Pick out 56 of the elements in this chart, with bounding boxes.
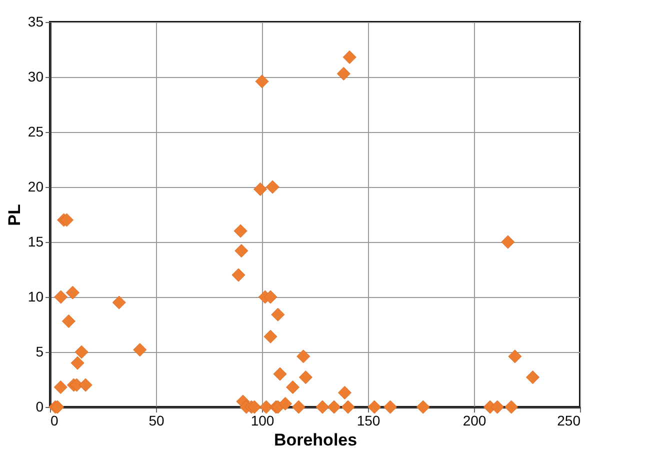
point bbox=[54, 290, 68, 304]
point bbox=[78, 378, 92, 392]
point bbox=[341, 400, 355, 414]
point bbox=[264, 290, 278, 304]
point bbox=[342, 50, 356, 64]
point bbox=[490, 400, 504, 414]
point bbox=[508, 350, 522, 364]
point bbox=[66, 286, 80, 300]
point bbox=[232, 268, 246, 282]
point bbox=[54, 380, 68, 394]
point bbox=[234, 244, 248, 258]
y-tick-label: 30 bbox=[28, 68, 44, 84]
point bbox=[248, 400, 262, 414]
point bbox=[133, 343, 147, 357]
point bbox=[327, 400, 341, 414]
point bbox=[271, 308, 285, 322]
y-tick-label: 5 bbox=[36, 344, 44, 360]
point bbox=[296, 350, 310, 364]
x-tick-label: 150 bbox=[356, 412, 380, 428]
point bbox=[383, 400, 398, 414]
point bbox=[234, 224, 248, 238]
point bbox=[60, 213, 74, 227]
y-tick-label: 20 bbox=[28, 178, 44, 194]
x-tick-label: 50 bbox=[148, 412, 164, 428]
y-tick-label: 25 bbox=[28, 124, 44, 140]
point bbox=[292, 400, 306, 414]
point bbox=[70, 356, 84, 370]
point bbox=[112, 296, 126, 310]
point bbox=[336, 66, 350, 80]
point bbox=[62, 314, 76, 328]
point bbox=[74, 345, 88, 359]
x-tick-label: 250 bbox=[557, 412, 581, 428]
y-tick-label: 35 bbox=[28, 14, 44, 30]
y-tick-label: 15 bbox=[28, 234, 44, 250]
point bbox=[368, 400, 382, 414]
point bbox=[273, 367, 287, 381]
point bbox=[264, 330, 278, 344]
point bbox=[255, 74, 269, 88]
y-axis-title: PL bbox=[4, 204, 24, 226]
point bbox=[526, 370, 540, 384]
point bbox=[338, 386, 352, 400]
point bbox=[316, 400, 330, 414]
y-tick-label: 0 bbox=[36, 398, 44, 414]
point bbox=[266, 180, 280, 194]
x-tick-label: 0 bbox=[50, 412, 58, 428]
x-axis-title: Boreholes bbox=[274, 430, 358, 450]
point bbox=[501, 235, 515, 249]
point bbox=[286, 380, 300, 394]
point bbox=[278, 396, 292, 410]
point bbox=[504, 400, 518, 414]
x-tick-label: 200 bbox=[462, 412, 486, 428]
point bbox=[298, 370, 312, 384]
y-tick-label: 10 bbox=[28, 288, 44, 304]
x-tick-label: 100 bbox=[250, 412, 274, 428]
point bbox=[254, 182, 268, 196]
point bbox=[416, 400, 430, 414]
